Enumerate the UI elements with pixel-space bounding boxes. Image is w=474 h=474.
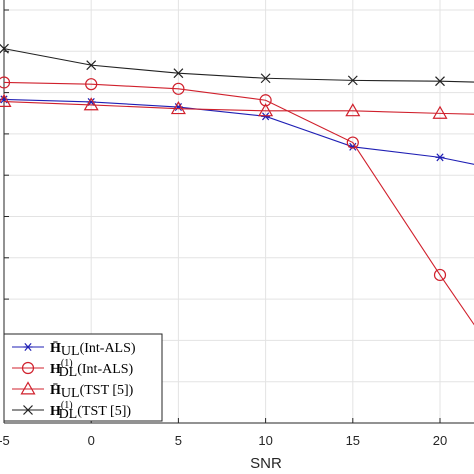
marker-cross-stroke: [260, 73, 271, 84]
marker-cross: [86, 60, 97, 71]
marker-triangle: [170, 101, 186, 115]
marker-triangle: [345, 103, 361, 117]
marker-circle-shape: [0, 76, 11, 89]
marker-circle: [259, 94, 272, 107]
marker-cross-stroke: [435, 76, 445, 87]
legend-entry: H̄UL(TST [5]): [12, 381, 134, 401]
marker-asterisk: [261, 112, 271, 121]
marker-asterisk-stroke: [0, 95, 8, 104]
marker-cross: [260, 73, 271, 84]
legend-label-main: H̄: [50, 383, 61, 398]
legend-entry: H(1) DL(Int-ALS): [12, 358, 134, 380]
marker-cross-stroke: [0, 43, 9, 54]
legend-label-subscript: DL: [59, 365, 78, 380]
marker-triangle: [432, 105, 448, 119]
marker-asterisk-stroke: [174, 103, 183, 112]
marker-triangle-shape: [83, 97, 99, 111]
marker-circle: [346, 136, 359, 149]
marker-triangle: [0, 93, 12, 107]
marker-cross-stroke: [347, 75, 358, 86]
series-2: [0, 93, 474, 119]
legend-label-main: H̄: [50, 341, 61, 356]
marker-cross-stroke: [173, 68, 184, 79]
marker-asterisk-stroke: [349, 142, 357, 151]
marker-cross: [347, 75, 358, 86]
marker-triangle: [258, 103, 274, 117]
marker-triangle: [20, 381, 36, 395]
legend-label-suffix: (Int-ALS): [77, 362, 133, 377]
marker-cross: [23, 405, 33, 415]
marker-triangle-shape: [170, 101, 186, 115]
marker-circle-shape: [172, 82, 185, 95]
legend-label-suffix: (TST [5]): [80, 383, 134, 398]
legend-label-main: H: [50, 404, 61, 419]
marker-cross: [173, 68, 184, 79]
x-tick-label: 5: [175, 433, 182, 448]
marker-circle: [21, 361, 35, 375]
marker-circle-shape: [259, 94, 272, 107]
marker-cross: [0, 43, 9, 54]
legend-label: H(1) DL(Int-ALS): [50, 358, 134, 380]
legend-entry: H̄UL(Int-ALS): [12, 341, 136, 359]
legend-label-main: H: [50, 362, 61, 377]
legend-label-suffix: (Int-ALS): [80, 341, 136, 356]
series-1: [0, 76, 474, 326]
legend-label-suffix: (TST [5]): [77, 404, 131, 419]
legend-label: H(1) DL(TST [5]): [50, 400, 131, 422]
legend-label: H̄UL(TST [5]): [50, 383, 134, 401]
marker-circle: [172, 82, 185, 95]
legend-box: [3, 333, 163, 422]
marker-triangle-shape: [258, 103, 274, 117]
x-tick-label: -5: [0, 433, 10, 448]
grid: [4, 0, 474, 423]
marker-cross-stroke: [86, 60, 97, 71]
marker-triangle: [83, 97, 99, 111]
marker-triangle-shape: [0, 93, 12, 107]
marker-circle-shape: [346, 136, 359, 149]
x-tick-label: 10: [258, 433, 272, 448]
legend-label-subscript: DL: [59, 407, 78, 422]
legend-label-subscript: UL: [61, 386, 80, 401]
marker-asterisk-stroke: [436, 153, 444, 162]
marker-triangle-shape: [20, 381, 36, 395]
marker-circle: [85, 78, 98, 91]
legend-label-superscript: (1): [61, 400, 73, 411]
marker-circle-shape: [21, 361, 35, 375]
legend-entry: H(1) DL(TST [5]): [12, 400, 131, 422]
series-line: [3, 81, 474, 326]
marker-triangle-shape: [345, 103, 361, 117]
x-tick-label: 0: [88, 433, 95, 448]
x-tick-label: 20: [433, 433, 447, 448]
marker-cross: [435, 76, 445, 87]
marker-asterisk: [435, 153, 445, 162]
legend-label-subscript: UL: [61, 344, 80, 359]
marker-asterisk-stroke: [24, 343, 32, 351]
tick-labels: -5 0 5 10 15 20: [0, 433, 447, 448]
marker-circle: [433, 268, 447, 282]
marker-triangle-shape: [432, 105, 448, 119]
series-3: [0, 43, 474, 87]
legend-label-superscript: (1): [61, 358, 73, 369]
x-tick-label: 15: [346, 433, 360, 448]
marker-cross-stroke: [23, 405, 33, 415]
legend: H̄UL(Int-ALS)H(1) DL(Int-ALS)H̄UL(TST [5]…: [3, 333, 163, 422]
marker-circle-shape: [85, 78, 98, 91]
marker-circle-shape: [433, 268, 447, 282]
x-axis-label: SNR: [250, 455, 282, 472]
series-layer: [0, 43, 474, 326]
series-line: [3, 100, 474, 115]
marker-asterisk-stroke: [261, 112, 270, 121]
marker-circle: [0, 76, 11, 89]
marker-asterisk: [23, 343, 33, 351]
legend-label: H̄UL(Int-ALS): [50, 341, 136, 359]
